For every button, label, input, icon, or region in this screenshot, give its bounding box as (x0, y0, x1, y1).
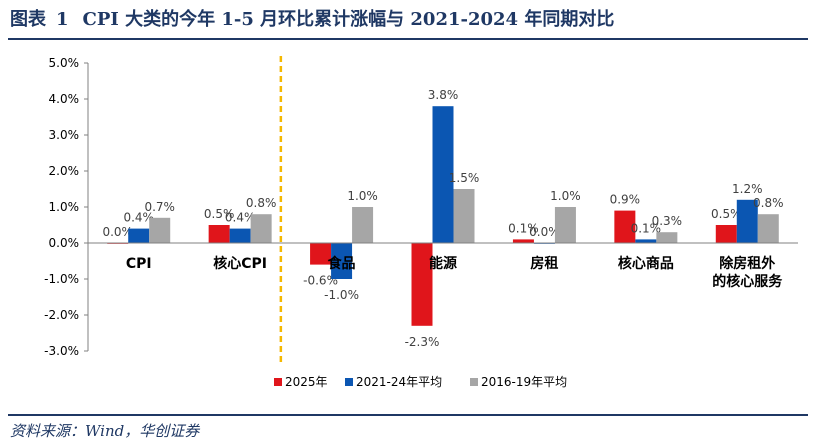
footer-rule (8, 414, 808, 416)
bar-1 (512, 239, 534, 243)
data-label: 0.4% (225, 211, 256, 225)
figure-number-label: 图表 (10, 9, 46, 30)
category-label: 核心商品 (618, 255, 674, 272)
legend-label: 2025年 (285, 375, 328, 389)
data-label: 0.1% (631, 221, 662, 235)
category-label: CPI (126, 256, 152, 272)
bar-1 (310, 243, 332, 265)
legend-label: 2016-19年平均 (481, 375, 567, 389)
data-label: 1.0% (550, 189, 581, 203)
bar-3 (453, 189, 475, 243)
data-label: 3.8% (428, 88, 459, 102)
category-label: 核心CPI (213, 255, 267, 272)
category-label: 房租 (530, 255, 558, 272)
category-label: 除房租外的核心服务 (712, 255, 783, 290)
legend-swatch (470, 378, 478, 386)
data-label: 0.9% (610, 193, 641, 207)
y-tick-label: 4.0% (49, 92, 80, 106)
bar-1 (411, 243, 433, 326)
source-note: 资料来源：Wind，华创证券 (10, 422, 200, 440)
data-label: -1.0% (324, 288, 359, 302)
data-label: 1.5% (449, 171, 480, 185)
y-tick-label: 3.0% (49, 128, 80, 142)
data-label: 0.5% (204, 207, 235, 221)
bar-2 (229, 228, 251, 243)
data-label: 0.8% (753, 196, 784, 210)
bar-1 (614, 210, 636, 243)
bar-3 (757, 214, 779, 243)
legend-swatch (274, 378, 282, 386)
data-label: 1.2% (732, 182, 763, 196)
bar-3 (250, 214, 272, 243)
bar-2 (635, 239, 657, 243)
bar-1 (208, 225, 230, 243)
y-tick-label: -3.0% (44, 344, 79, 358)
data-label: 0.0% (102, 225, 133, 239)
data-label: 0.5% (711, 207, 742, 221)
data-label: 0.7% (144, 200, 175, 214)
bar-3 (352, 207, 374, 243)
data-label: 0.3% (652, 214, 683, 228)
figure-title-text: CPI 大类的今年 1-5 月环比累计涨幅与 2021-2024 年同期对比 (82, 9, 615, 30)
y-tick-label: -2.0% (44, 308, 79, 322)
bar-1 (715, 225, 737, 243)
y-tick-label: -1.0% (44, 272, 79, 286)
data-label: 0.1% (508, 221, 539, 235)
title-rule (8, 38, 808, 40)
legend-label: 2021-24年平均 (356, 375, 442, 389)
category-label: 能源 (429, 255, 457, 272)
data-label: 0.0% (529, 225, 560, 239)
figure-title: 图表 1 CPI 大类的今年 1-5 月环比累计涨幅与 2021-2024 年同期对… (10, 5, 614, 31)
bar-3 (554, 207, 576, 243)
bar-3 (656, 232, 678, 243)
y-tick-label: 0.0% (49, 236, 80, 250)
y-tick-label: 5.0% (49, 56, 80, 70)
bar-2 (128, 228, 150, 243)
bar-2 (331, 243, 353, 279)
bar-chart: -3.0% -2.0% -1.0% 0.0% 1.0% 2.0% 3.0% 4.0% 5.0% 0… (44, 56, 798, 389)
data-label: -0.6% (303, 274, 338, 288)
figure-number: 1 (56, 9, 69, 30)
category-label: 食品 (328, 255, 356, 272)
legend-swatch (345, 378, 353, 386)
y-tick-label: 2.0% (49, 164, 80, 178)
bar-2 (736, 199, 758, 243)
bar-3 (149, 217, 171, 243)
data-label: 0.8% (246, 196, 277, 210)
data-label: 0.4% (123, 211, 154, 225)
y-tick-label: 1.0% (49, 200, 80, 214)
data-label: -2.3% (405, 335, 440, 349)
bar-2 (432, 106, 454, 243)
data-label: 1.0% (347, 189, 378, 203)
